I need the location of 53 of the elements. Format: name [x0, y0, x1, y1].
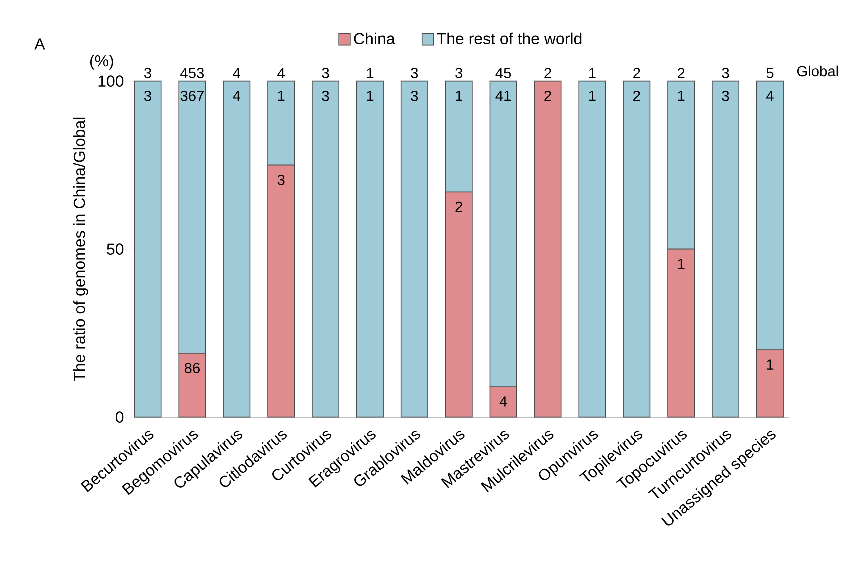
annotation: 1: [678, 258, 685, 270]
bar: [223, 80, 251, 418]
bar: [400, 80, 428, 418]
annotation: 3: [144, 68, 152, 78]
annotation: 2: [634, 68, 640, 78]
legend-label: The rest of the world: [437, 32, 582, 45]
text: (%): [90, 55, 114, 70]
text: A: [34, 38, 46, 50]
annotation: 4: [233, 90, 241, 102]
annotation: 453: [180, 68, 204, 78]
annotation: 367: [180, 90, 204, 102]
y-axis-title: The ratio of genomes in China/Global: [74, 118, 88, 382]
annotation: 2: [544, 68, 552, 78]
annotation: 3: [411, 90, 418, 102]
y-tick-label: 100: [98, 76, 124, 87]
annotation: 4: [233, 68, 241, 78]
annotation: 2: [544, 90, 552, 102]
annotation: 2: [634, 90, 640, 102]
annotation: 2: [456, 202, 462, 212]
annotation: 4: [500, 396, 508, 407]
legend-label: China: [354, 32, 396, 45]
annotation: 3: [411, 68, 418, 78]
y-tick-label: 0: [116, 412, 124, 423]
annotation: 3: [722, 68, 730, 78]
bar: [356, 80, 384, 418]
bar: [712, 80, 740, 418]
annotation: 1: [589, 90, 596, 102]
annotation: 1: [367, 68, 374, 78]
annotation: 3: [456, 68, 463, 78]
annotation: 2: [678, 68, 685, 78]
annotation: 3: [278, 174, 285, 186]
text: Global: [797, 66, 838, 77]
annotation: 4: [278, 68, 285, 78]
annotation: 1: [678, 90, 685, 102]
annotation: 1: [456, 90, 462, 102]
annotation: 45: [496, 68, 512, 78]
annotation: 1: [278, 90, 285, 102]
annotation: 3: [722, 90, 730, 102]
bar: [312, 80, 340, 418]
bar: [578, 80, 606, 418]
bar: [534, 80, 562, 418]
y-tick-label: 50: [107, 244, 124, 255]
annotation: 3: [322, 90, 330, 102]
bar: [623, 80, 651, 418]
annotation: 3: [144, 90, 152, 102]
annotation: 4: [766, 90, 774, 102]
annotation: 1: [589, 68, 596, 78]
annotation: 41: [496, 90, 512, 102]
annotation: 86: [184, 363, 200, 374]
annotation: 1: [767, 360, 774, 370]
annotation: 5: [766, 68, 774, 78]
annotation: 3: [322, 68, 330, 78]
annotation: 1: [367, 90, 374, 102]
